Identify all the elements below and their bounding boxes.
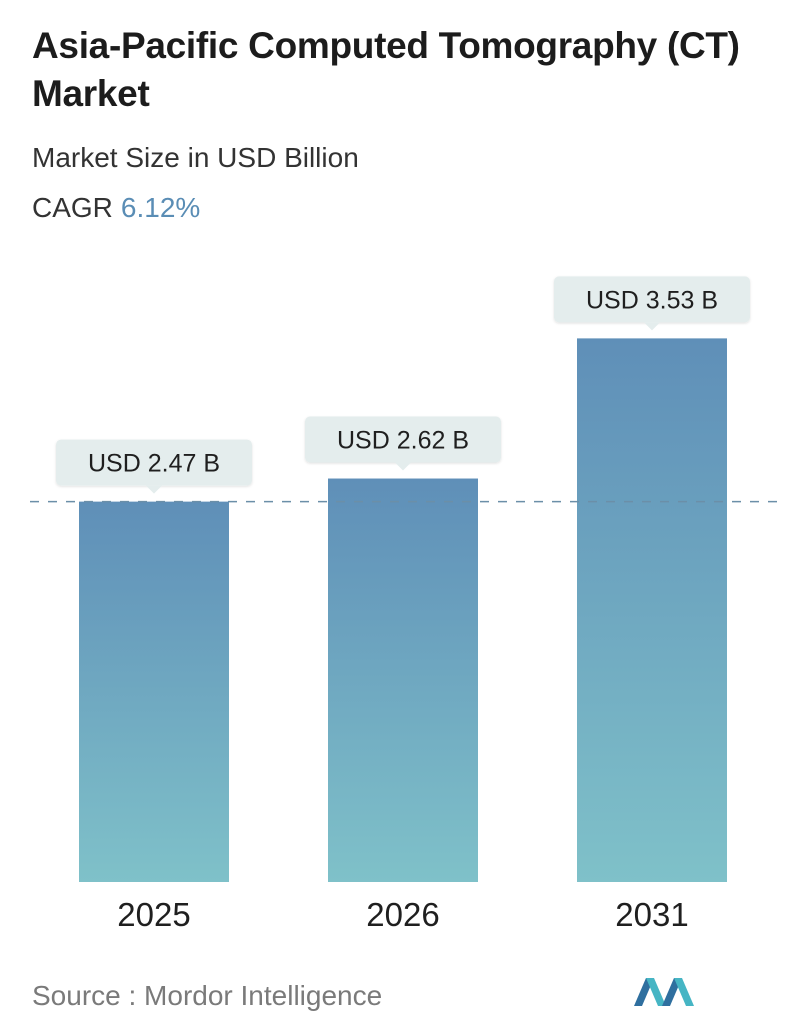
bar-2031 xyxy=(577,338,727,882)
x-axis-tick-labels: 2025 2026 2031 xyxy=(117,896,688,933)
value-label-2031: USD 3.53 B xyxy=(554,276,750,331)
cagr-line: CAGR 6.12% xyxy=(32,190,200,226)
value-label-2026: USD 2.62 B xyxy=(305,416,501,471)
value-label-text: USD 3.53 B xyxy=(586,286,718,314)
chart-subtitle: Market Size in USD Billion xyxy=(32,142,359,173)
value-label-pointer xyxy=(644,322,660,331)
chart-title: Asia-Pacific Computed Tomography (CT) Ma… xyxy=(32,25,740,114)
x-tick-2026: 2026 xyxy=(366,896,439,933)
bar-2025 xyxy=(79,501,229,882)
x-tick-2025: 2025 xyxy=(117,896,190,933)
value-label-box xyxy=(56,439,252,486)
value-label-pointer xyxy=(395,462,411,471)
labels-layer: USD 2.47 B USD 2.62 B USD 3.53 B xyxy=(56,276,750,494)
mordor-logo-icon xyxy=(634,978,694,1006)
cagr-value: 6.12% xyxy=(120,192,201,223)
value-label-text: USD 2.62 B xyxy=(337,427,469,455)
value-label-text: USD 2.47 B xyxy=(88,450,220,478)
bars-layer xyxy=(79,338,727,882)
cagr-label: CAGR xyxy=(32,192,113,223)
bar-2026 xyxy=(328,478,478,882)
source-credit: Source : Mordor Intelligence xyxy=(32,980,383,1011)
x-tick-2031: 2031 xyxy=(615,896,688,933)
value-label-2025: USD 2.47 B xyxy=(56,439,252,494)
value-label-pointer xyxy=(146,485,162,494)
value-label-box xyxy=(554,276,750,323)
value-label-box xyxy=(305,416,501,463)
